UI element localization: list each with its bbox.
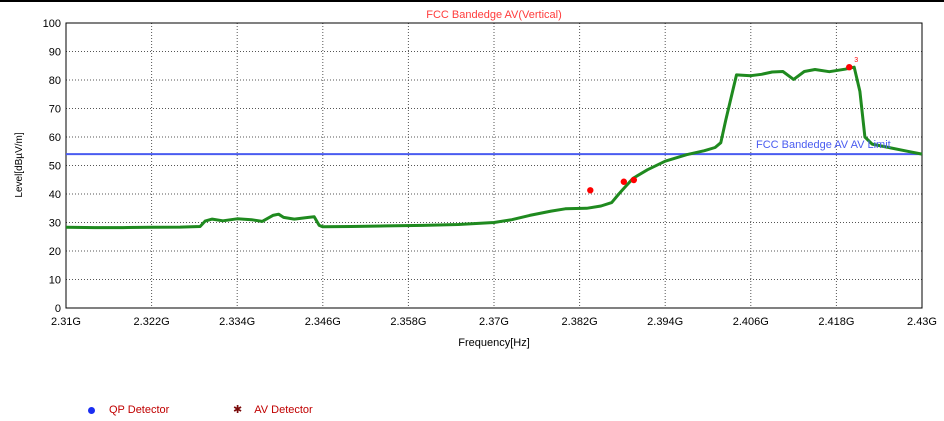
y-tick-label: 70 [49, 104, 61, 116]
x-tick-label: 2.43G [907, 316, 937, 328]
marker-point [587, 187, 594, 194]
y-tick-label: 100 [43, 18, 61, 30]
top-border [0, 0, 944, 2]
x-tick-label: 2.406G [733, 316, 769, 328]
chart-title: FCC Bandedge AV(Vertical) [426, 9, 562, 21]
x-tick-label: 2.394G [647, 316, 683, 328]
x-tick-label: 2.37G [479, 316, 509, 328]
marker-layer [587, 63, 853, 194]
series-layer [65, 65, 923, 230]
x-tick-labels: 2.31G 2.322G 2.334G 2.346G 2.358G 2.37G 2.382G… [51, 316, 937, 328]
av-detector-star-icon: ✱ [233, 403, 243, 416]
marker-point [846, 63, 853, 71]
measurement-trace [65, 65, 923, 230]
legend-qp-detector: QP Detector [88, 404, 169, 416]
plot-area-frame [65, 22, 923, 309]
y-tick-label: 80 [49, 75, 61, 87]
x-tick-label: 2.334G [219, 316, 255, 328]
x-tick-label: 2.418G [818, 316, 854, 328]
legend-av-label: AV Detector [254, 404, 313, 416]
y-tick-label: 50 [49, 161, 61, 173]
marker-point [620, 178, 628, 185]
y-axis-label: Level[dBµV/m] [14, 132, 25, 197]
legend-av-detector: ✱ AV Detector [233, 404, 313, 416]
marker-point [630, 176, 638, 184]
y-tick-labels: 0 10 20 30 40 50 60 70 80 90 100 [43, 18, 61, 315]
qp-detector-dot-icon [88, 406, 95, 414]
y-tick-label: 20 [49, 246, 61, 258]
limit-line-label: FCC Bandedge AV AV Limit [756, 139, 891, 151]
marker-annotation: 3 [854, 57, 858, 64]
x-tick-label: 2.382G [562, 316, 598, 328]
y-tick-label: 30 [49, 218, 61, 230]
y-tick-label: 60 [49, 132, 61, 144]
x-tick-label: 2.346G [305, 316, 341, 328]
y-tick-label: 0 [55, 303, 61, 315]
y-tick-label: 10 [49, 275, 61, 287]
x-axis-label: Frequency[Hz] [458, 337, 530, 349]
grid-lines [66, 23, 922, 308]
x-tick-label: 2.358G [390, 316, 426, 328]
x-tick-label: 2.31G [51, 316, 81, 328]
legend-qp-label: QP Detector [109, 404, 170, 416]
x-tick-label: 2.322G [134, 316, 170, 328]
y-tick-label: 40 [49, 189, 61, 201]
y-tick-label: 90 [49, 47, 61, 59]
